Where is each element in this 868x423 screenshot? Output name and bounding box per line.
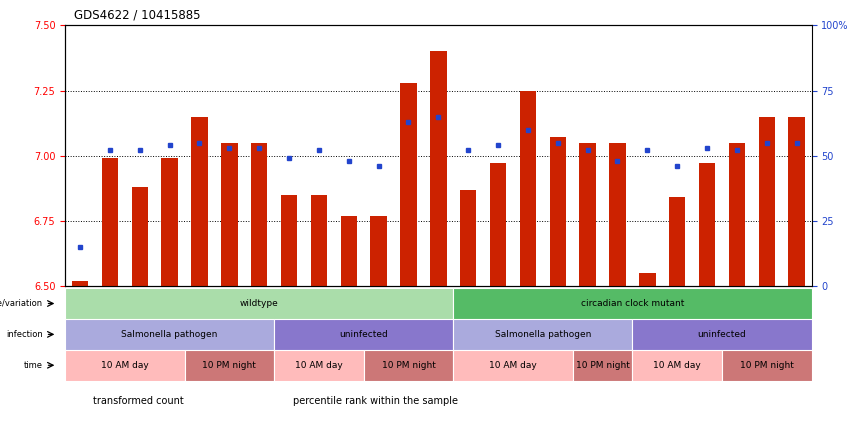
Bar [311, 195, 327, 286]
Bar [669, 198, 686, 286]
Text: 10 AM day: 10 AM day [654, 361, 701, 370]
Text: Salmonella pathogen: Salmonella pathogen [495, 330, 591, 339]
Text: 10 AM day: 10 AM day [295, 361, 343, 370]
Bar [281, 195, 297, 286]
Text: uninfected: uninfected [339, 330, 388, 339]
Bar [580, 143, 595, 286]
Bar [633, 319, 812, 350]
Bar [490, 163, 506, 286]
Bar [759, 117, 775, 286]
Text: 10 PM night: 10 PM night [382, 361, 436, 370]
Bar [364, 350, 453, 381]
Bar [102, 158, 118, 286]
Text: uninfected: uninfected [698, 330, 746, 339]
Text: 10 PM night: 10 PM night [202, 361, 256, 370]
Text: 10 PM night: 10 PM night [575, 361, 629, 370]
Text: time: time [24, 361, 43, 370]
Bar [65, 350, 185, 381]
Bar [729, 143, 745, 286]
Text: GDS4622 / 10415885: GDS4622 / 10415885 [74, 9, 201, 22]
Text: infection: infection [6, 330, 43, 339]
Bar [161, 158, 178, 286]
Bar [65, 319, 274, 350]
Bar [431, 52, 446, 286]
Bar [221, 143, 238, 286]
Bar [185, 350, 274, 381]
Text: percentile rank within the sample: percentile rank within the sample [293, 396, 457, 406]
Bar [699, 163, 715, 286]
Bar [72, 281, 89, 286]
Bar [460, 190, 477, 286]
Bar [633, 350, 722, 381]
Text: wildtype: wildtype [240, 299, 279, 308]
Bar [453, 319, 633, 350]
Text: transformed count: transformed count [93, 396, 184, 406]
Text: genotype/variation: genotype/variation [0, 299, 43, 308]
Bar [520, 91, 536, 286]
Text: circadian clock mutant: circadian clock mutant [581, 299, 684, 308]
Bar [274, 319, 453, 350]
Bar [400, 83, 417, 286]
Bar [639, 273, 655, 286]
Text: Salmonella pathogen: Salmonella pathogen [122, 330, 218, 339]
Bar [549, 137, 566, 286]
Bar [65, 288, 453, 319]
Bar [371, 216, 387, 286]
Bar [274, 350, 364, 381]
Text: 10 PM night: 10 PM night [740, 361, 793, 370]
Text: 10 AM day: 10 AM day [101, 361, 148, 370]
Bar [453, 350, 573, 381]
Bar [573, 350, 633, 381]
Bar [453, 288, 812, 319]
Bar [191, 117, 207, 286]
Text: 10 AM day: 10 AM day [489, 361, 537, 370]
Bar [788, 117, 805, 286]
Bar [340, 216, 357, 286]
Bar [722, 350, 812, 381]
Bar [609, 143, 626, 286]
Bar [251, 143, 267, 286]
Bar [132, 187, 148, 286]
